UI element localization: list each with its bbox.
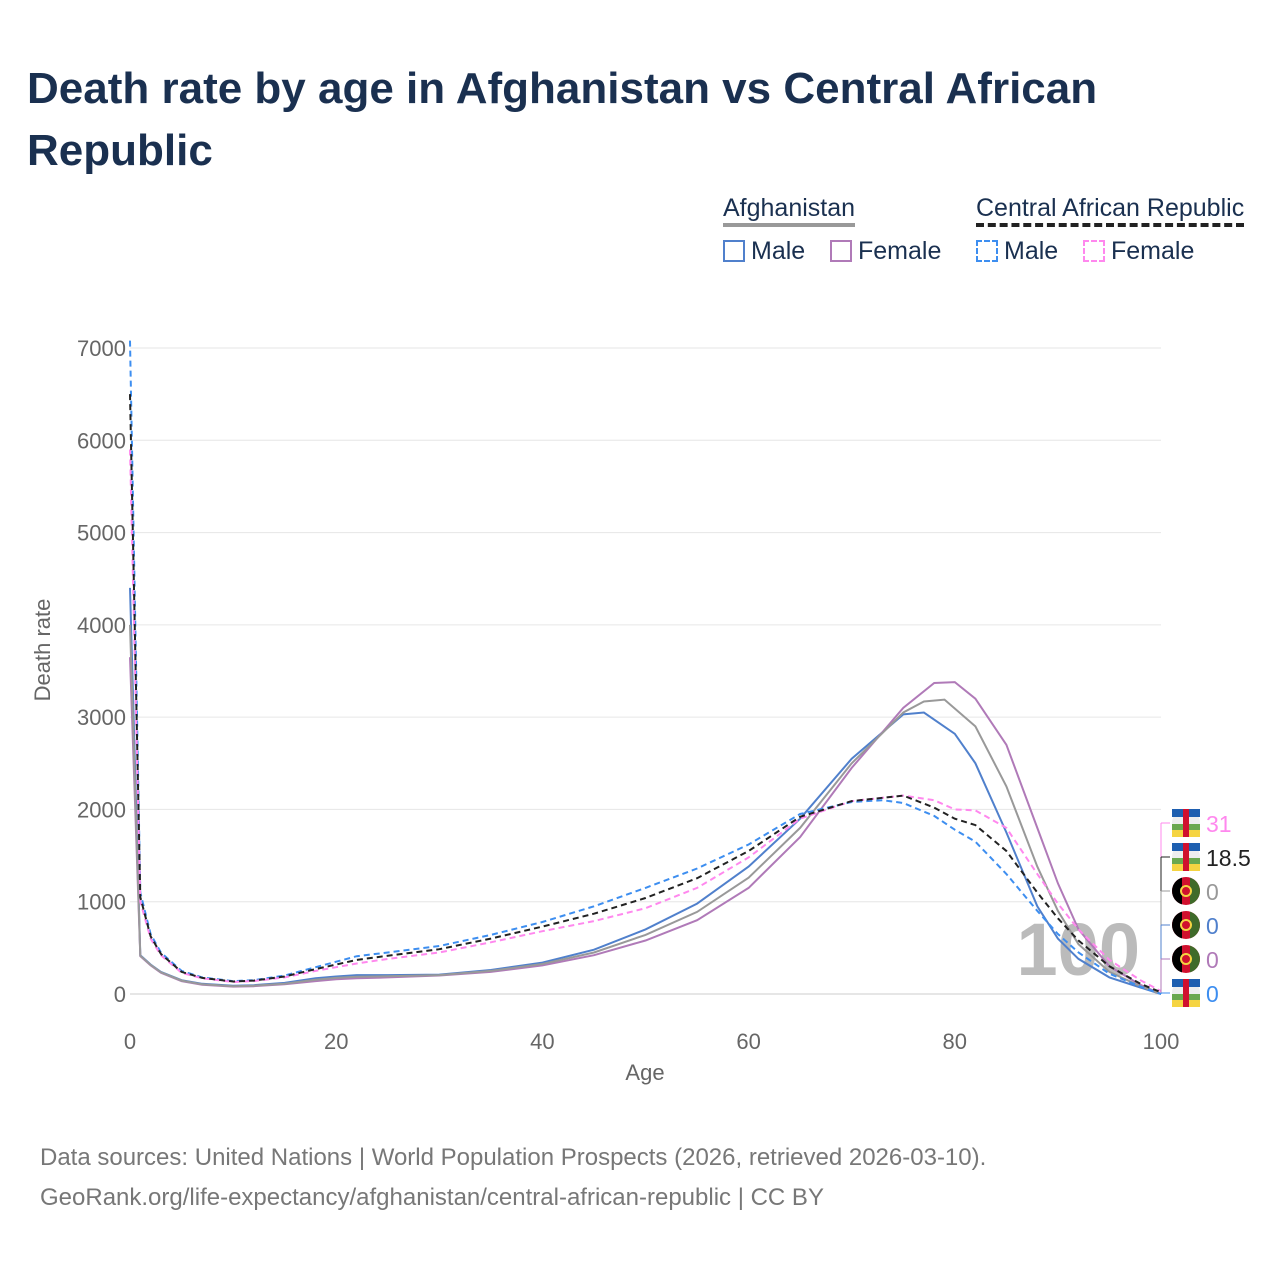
legend-swatch <box>976 240 998 262</box>
series-line <box>129 624 1162 995</box>
series-end-label: 0 <box>1206 879 1219 905</box>
legend-car-male[interactable]: Male <box>976 237 1058 266</box>
flag-emblem <box>1180 919 1192 931</box>
series-end-label: 0 <box>1206 981 1219 1007</box>
legend-label: Male <box>751 237 806 265</box>
x-axis-title: Age <box>625 1060 664 1085</box>
chart-title: Death rate by age in Afghanistan vs Cent… <box>27 64 1098 175</box>
flag-stripe <box>1190 945 1200 973</box>
legend-swatch <box>723 240 745 262</box>
legend-label: Female <box>1111 237 1195 265</box>
x-tick-label: 0 <box>124 1029 136 1054</box>
flag-stripe <box>1172 945 1182 973</box>
series-end-label: 0 <box>1206 947 1219 973</box>
legend-afg-male[interactable]: Male <box>723 237 805 266</box>
legend-label: Male <box>1004 237 1059 265</box>
y-tick-label: 1000 <box>77 890 126 915</box>
y-tick-label: 4000 <box>77 613 126 638</box>
x-tick-label: 60 <box>736 1029 760 1054</box>
flag-stripe <box>1172 911 1182 939</box>
legend-afg-female[interactable]: Female <box>830 237 941 266</box>
legend-group-afghanistan[interactable]: Afghanistan <box>723 194 856 227</box>
legend-label: Female <box>858 237 942 265</box>
x-tick-label: 20 <box>324 1029 348 1054</box>
series-line <box>129 394 1162 994</box>
source-link[interactable]: GeoRank.org/life-expectancy/afghanistan/… <box>40 1184 824 1211</box>
legend-swatch <box>830 240 852 262</box>
y-tick-label: 3000 <box>77 705 126 730</box>
series-end-label: 31 <box>1206 811 1232 837</box>
source-text: Data sources: United Nations | World Pop… <box>40 1144 987 1171</box>
flag-stripe <box>1183 843 1189 871</box>
flag-stripe <box>1190 877 1200 905</box>
legend-group-car[interactable]: Central African Republic <box>976 194 1245 227</box>
series-line <box>129 340 1162 995</box>
y-tick-label: 0 <box>114 982 126 1007</box>
x-tick-label: 80 <box>943 1029 967 1054</box>
legend-swatch <box>1083 240 1105 262</box>
flag-stripe <box>1172 877 1182 905</box>
flag-stripe <box>1183 979 1189 1007</box>
legend-car-female[interactable]: Female <box>1083 237 1194 266</box>
y-tick-label: 6000 <box>77 428 126 453</box>
series-line <box>129 587 1162 995</box>
flag-stripe <box>1190 911 1200 939</box>
flag-emblem <box>1180 953 1192 965</box>
series-end-label: 0 <box>1206 913 1219 939</box>
x-tick-label: 100 <box>1143 1029 1180 1054</box>
series-line <box>129 657 1162 995</box>
x-tick-label: 40 <box>530 1029 554 1054</box>
y-tick-label: 5000 <box>77 521 126 546</box>
series-line <box>129 449 1162 992</box>
y-tick-label: 7000 <box>77 336 126 361</box>
flag-stripe <box>1183 809 1189 837</box>
y-axis-title: Death rate <box>30 599 55 702</box>
series-end-label: 18.5 <box>1206 845 1251 871</box>
y-tick-label: 2000 <box>77 797 126 822</box>
footer: Data sources: United Nations | World Pop… <box>40 1138 986 1218</box>
flag-emblem <box>1180 885 1192 897</box>
